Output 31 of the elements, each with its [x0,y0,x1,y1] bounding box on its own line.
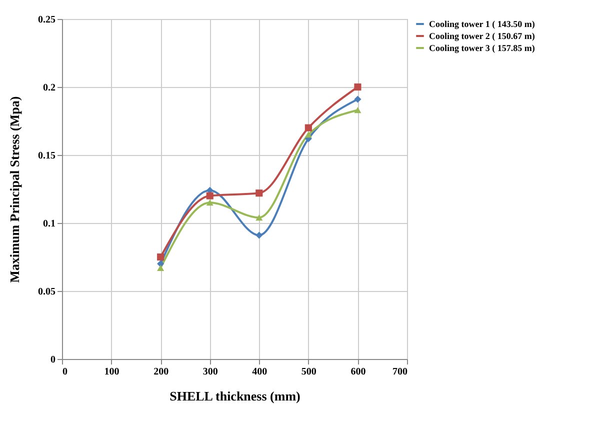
point [304,124,312,132]
point [354,96,362,103]
x-axis-title: SHELL thickness (mm) [170,388,300,404]
x-tick-label: 300 [202,366,218,378]
point [206,200,214,206]
y-tick-label: 0.25 [38,14,56,26]
x-tick-label: 400 [252,366,268,378]
point [354,83,362,91]
x-tick-label: 100 [104,366,120,378]
y-tick-label: 0 [50,354,56,366]
point [256,214,263,221]
legend-label: Cooling tower 3 ( 157.85 m) [429,43,535,53]
y-tick-label: 0.05 [38,286,56,298]
y-tick-label: 0.15 [38,150,56,162]
x-tick-label: 700 [392,366,408,378]
y-axis-title: Maximum Principal Stress (Mpa) [7,96,22,283]
x-tick-label: 600 [350,366,366,378]
point [206,192,214,200]
point [354,107,362,114]
legend-label: Cooling tower 2 ( 150.67 m) [429,31,535,41]
x-tick-label: 500 [301,366,316,378]
point [256,232,263,239]
x-tick-label: 0 [62,366,68,378]
x-tick-label: 200 [154,366,169,378]
point [157,264,164,271]
point [304,132,312,138]
point [157,253,164,261]
point [256,190,263,197]
y-tick-label: 0.1 [43,218,56,230]
y-tick-label: 0.2 [43,82,56,94]
legend-label: Cooling tower 1 ( 143.50 m) [429,19,535,29]
